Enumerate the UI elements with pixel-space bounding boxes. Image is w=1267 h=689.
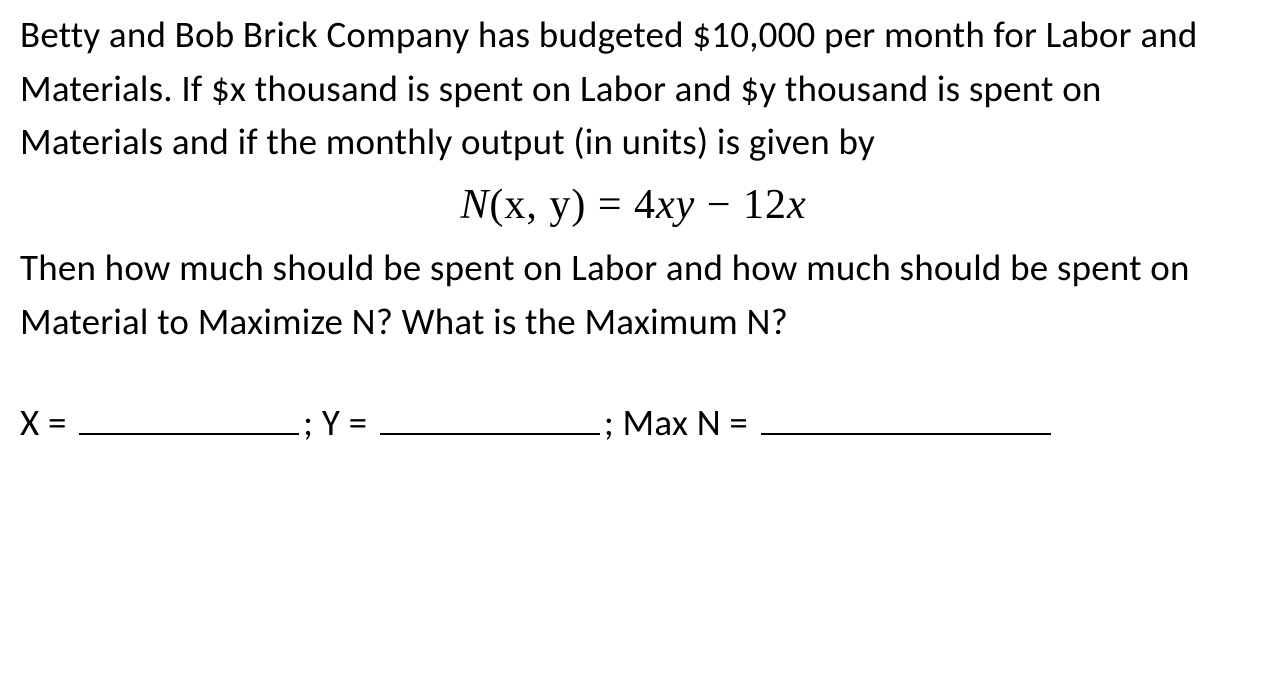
formula-vars1: xy	[656, 182, 695, 228]
problem-text-content: Betty and Bob Brick Company has budgeted…	[20, 12, 1198, 164]
formula-coef1: 4	[634, 182, 656, 228]
formula-var2: x	[787, 182, 807, 228]
formula-coef2: 12	[743, 182, 787, 228]
formula-function-name: N	[460, 182, 489, 228]
x-blank[interactable]	[79, 398, 299, 435]
formula-minus: −	[695, 182, 743, 228]
sep-y: ; Y =	[303, 400, 376, 445]
x-label: X =	[20, 400, 75, 445]
y-blank[interactable]	[380, 398, 600, 435]
maxn-blank[interactable]	[761, 398, 1051, 435]
output-formula: N(x, y) = 4xy − 12x	[20, 181, 1247, 229]
question-text-content: Then how much should be spent on Labor a…	[20, 245, 1190, 344]
sep-maxn: ; Max N =	[604, 400, 757, 445]
formula-args: (x, y)	[489, 182, 586, 228]
question-statement: Then how much should be spent on Labor a…	[20, 241, 1247, 348]
answer-blanks-row: X = ; Y = ; Max N =	[20, 398, 1247, 445]
formula-equals: =	[586, 182, 634, 228]
problem-statement: Betty and Bob Brick Company has budgeted…	[20, 8, 1247, 169]
